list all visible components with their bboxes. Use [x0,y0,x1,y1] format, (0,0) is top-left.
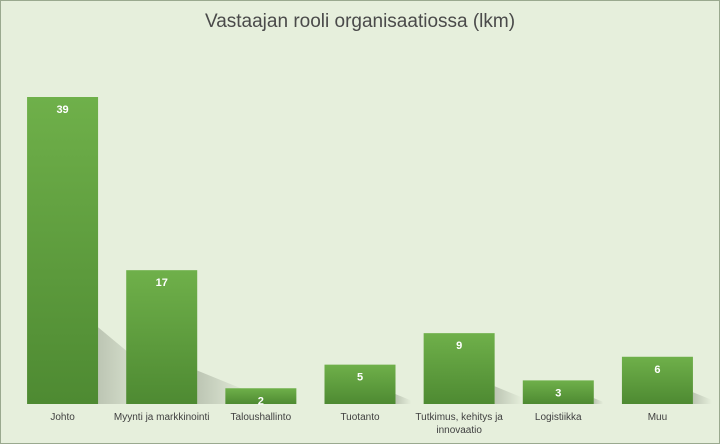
bar-johto [27,97,99,404]
data-label: 17 [156,277,168,289]
data-label: 39 [56,104,68,116]
bar-tuotanto [324,364,396,404]
bar-logistiikka [522,380,594,404]
bar-shadow [395,394,412,404]
data-label: 9 [456,340,462,352]
chart-title: Vastaajan rooli organisaatiossa (lkm) [204,11,516,32]
data-label: 6 [654,364,660,376]
bar-tutkimus-kehitys-ja-innovaatio [423,333,495,404]
bar-taloushallinto [225,388,297,404]
data-label: 2 [258,395,264,407]
bar-shadow [692,392,712,404]
bar-muu [621,356,693,404]
bar-shadow [593,398,604,404]
data-label: 3 [555,387,561,399]
data-label: 5 [357,372,363,384]
category-label: Tuotanto [340,412,380,423]
category-label: Myynti ja markkinointi [114,412,210,423]
category-label: Muu [648,412,667,423]
bar-myynti-ja-markkinointi [126,270,198,404]
category-label: Logistiikka [535,412,582,423]
category-label: Tutkimus, kehitys ja innovaatio [415,412,503,436]
category-label: Taloushallinto [231,412,292,423]
bar-shadow [494,386,523,404]
category-label: Johto [50,412,75,423]
